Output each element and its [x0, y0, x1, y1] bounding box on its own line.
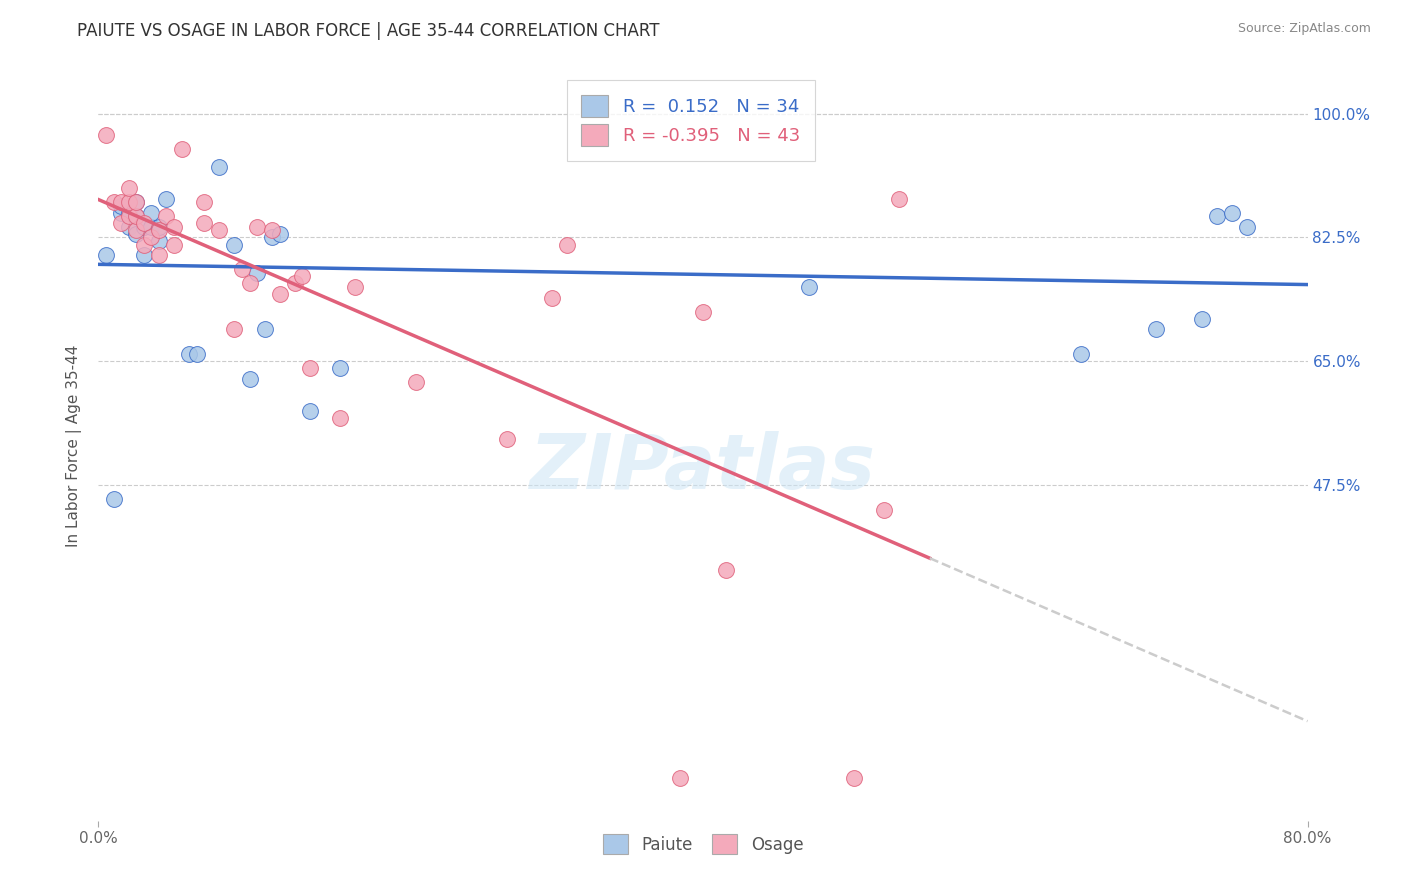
Point: [714, 563, 737, 577]
Point: [1236, 219, 1258, 234]
Point: [246, 219, 269, 234]
Point: [125, 195, 148, 210]
Point: [141, 230, 163, 244]
Point: [889, 192, 911, 206]
Point: [103, 195, 125, 210]
Point: [299, 361, 322, 376]
Point: [540, 291, 562, 305]
Point: [208, 223, 231, 237]
Point: [94, 128, 117, 142]
Point: [179, 347, 201, 361]
Point: [118, 209, 141, 223]
Point: [132, 237, 155, 252]
Point: [224, 322, 246, 336]
Point: [110, 199, 132, 213]
Point: [110, 195, 132, 210]
Point: [269, 227, 291, 241]
Point: [155, 209, 177, 223]
Point: [132, 216, 155, 230]
Point: [94, 248, 117, 262]
Point: [141, 219, 163, 234]
Point: [669, 771, 692, 785]
Text: Source: ZipAtlas.com: Source: ZipAtlas.com: [1237, 22, 1371, 36]
Point: [125, 209, 148, 223]
Point: [125, 195, 148, 210]
Point: [103, 491, 125, 506]
Point: [163, 219, 186, 234]
Point: [148, 223, 170, 237]
Point: [170, 142, 193, 156]
Point: [262, 223, 284, 237]
Point: [118, 205, 141, 219]
Point: [269, 287, 291, 301]
Point: [193, 216, 215, 230]
Point: [132, 219, 155, 234]
Point: [148, 234, 170, 248]
Point: [148, 219, 170, 234]
Point: [873, 502, 896, 516]
Point: [208, 160, 231, 174]
Point: [155, 192, 177, 206]
Point: [329, 361, 352, 376]
Point: [163, 237, 186, 252]
Point: [118, 195, 141, 210]
Point: [797, 280, 820, 294]
Text: ZIPatlas: ZIPatlas: [530, 432, 876, 506]
Point: [299, 403, 322, 417]
Point: [118, 219, 141, 234]
Point: [284, 277, 307, 291]
Point: [405, 376, 427, 390]
Point: [239, 277, 262, 291]
Point: [132, 248, 155, 262]
Point: [1220, 205, 1243, 219]
Point: [125, 227, 148, 241]
Point: [262, 230, 284, 244]
Point: [246, 266, 269, 280]
Point: [125, 223, 148, 237]
Point: [555, 237, 578, 252]
Point: [1206, 209, 1229, 223]
Y-axis label: In Labor Force | Age 35-44: In Labor Force | Age 35-44: [66, 345, 83, 547]
Point: [291, 269, 314, 284]
Point: [148, 248, 170, 262]
Point: [344, 280, 367, 294]
Point: [692, 304, 714, 318]
Point: [110, 216, 132, 230]
Point: [1191, 311, 1213, 326]
Point: [1070, 347, 1092, 361]
Legend: Paiute, Osage: Paiute, Osage: [596, 828, 810, 861]
Point: [239, 372, 262, 386]
Point: [495, 432, 517, 446]
Point: [125, 209, 148, 223]
Point: [329, 410, 352, 425]
Point: [1144, 322, 1167, 336]
Point: [844, 771, 866, 785]
Point: [253, 322, 276, 336]
Point: [110, 205, 132, 219]
Point: [141, 205, 163, 219]
Point: [193, 195, 215, 210]
Point: [224, 237, 246, 252]
Point: [118, 181, 141, 195]
Point: [186, 347, 208, 361]
Text: PAIUTE VS OSAGE IN LABOR FORCE | AGE 35-44 CORRELATION CHART: PAIUTE VS OSAGE IN LABOR FORCE | AGE 35-…: [77, 22, 659, 40]
Point: [231, 262, 253, 277]
